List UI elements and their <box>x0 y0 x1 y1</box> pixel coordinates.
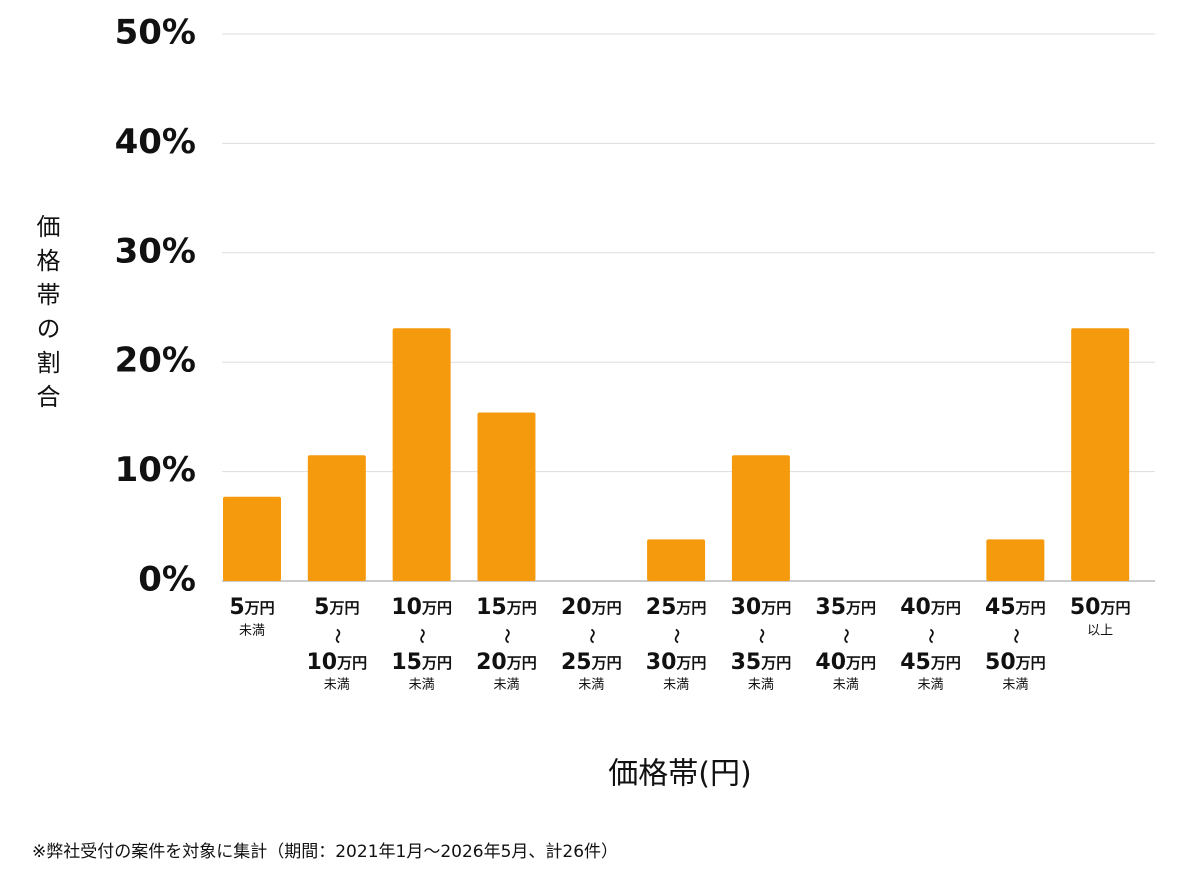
x-tick-label: 40万円 <box>900 595 961 620</box>
x-tick-label: ～ <box>837 628 855 643</box>
y-tick-label: 50% <box>115 13 196 53</box>
x-tick-label: 未満 <box>663 678 689 693</box>
x-tick-label: 20万円 <box>561 595 622 620</box>
bar <box>986 539 1045 581</box>
bar <box>1071 328 1130 581</box>
x-tick-label: 15万円 <box>476 595 537 620</box>
x-tick-label: 10万円 <box>391 595 452 620</box>
x-tick-label: 未満 <box>918 678 944 693</box>
x-axis-label: 価格帯(円) <box>608 757 751 792</box>
y-tick-label: 0% <box>138 560 196 600</box>
x-tick-label: 未満 <box>409 678 435 693</box>
x-tick-label: 30万円 <box>646 650 707 675</box>
bar <box>731 455 790 581</box>
bar <box>223 496 281 581</box>
x-tick-label: 未満 <box>1002 678 1028 693</box>
x-tick-label: 15万円 <box>391 650 452 675</box>
x-tick-label: 未満 <box>833 678 859 693</box>
x-tick-label: ～ <box>752 628 770 643</box>
y-tick-label: 30% <box>115 231 196 271</box>
footnote: ※弊社受付の案件を対象に集計（期間：2021年1月～2026年5月、計26件） <box>32 842 618 862</box>
x-tick-label: ～ <box>583 628 601 643</box>
y-tick-label: 20% <box>115 341 196 381</box>
bar <box>307 455 366 581</box>
x-tick-label: 未満 <box>239 624 265 639</box>
x-tick-label: 25万円 <box>561 650 622 675</box>
x-tick-label: 45万円 <box>985 595 1046 620</box>
x-tick-label: ～ <box>498 628 516 643</box>
x-tick-label: 未満 <box>578 678 604 693</box>
x-tick-label: 5万円 <box>229 595 274 620</box>
y-tick-label: 40% <box>115 122 196 162</box>
x-tick-label: 20万円 <box>476 650 537 675</box>
x-tick-label: 25万円 <box>646 595 707 620</box>
y-tick-label: 10% <box>115 450 196 490</box>
x-tick-label: 未満 <box>324 678 350 693</box>
bar <box>477 412 536 581</box>
x-tick-label: ～ <box>668 628 686 643</box>
x-tick-label: 50万円 <box>1070 595 1131 620</box>
bar <box>647 539 706 581</box>
x-tick-label: 35万円 <box>731 650 792 675</box>
x-tick-label: 35万円 <box>815 595 876 620</box>
bar <box>392 328 451 581</box>
x-tick-label: 以上 <box>1087 624 1113 639</box>
x-tick-label: ～ <box>328 628 346 643</box>
x-tick-label: 未満 <box>493 678 519 693</box>
x-tick-label: ～ <box>922 628 940 643</box>
x-tick-label: 40万円 <box>815 650 876 675</box>
x-tick-label: 50万円 <box>985 650 1046 675</box>
x-tick-label: 5万円 <box>314 595 359 620</box>
x-tick-label: ～ <box>413 628 431 643</box>
x-tick-label: ～ <box>1007 628 1025 643</box>
x-tick-label: 未満 <box>748 678 774 693</box>
y-axis-label: 価格帯の割合 <box>32 214 60 418</box>
x-tick-label: 10万円 <box>306 650 367 675</box>
x-tick-label: 30万円 <box>731 595 792 620</box>
x-tick-label: 45万円 <box>900 650 961 675</box>
